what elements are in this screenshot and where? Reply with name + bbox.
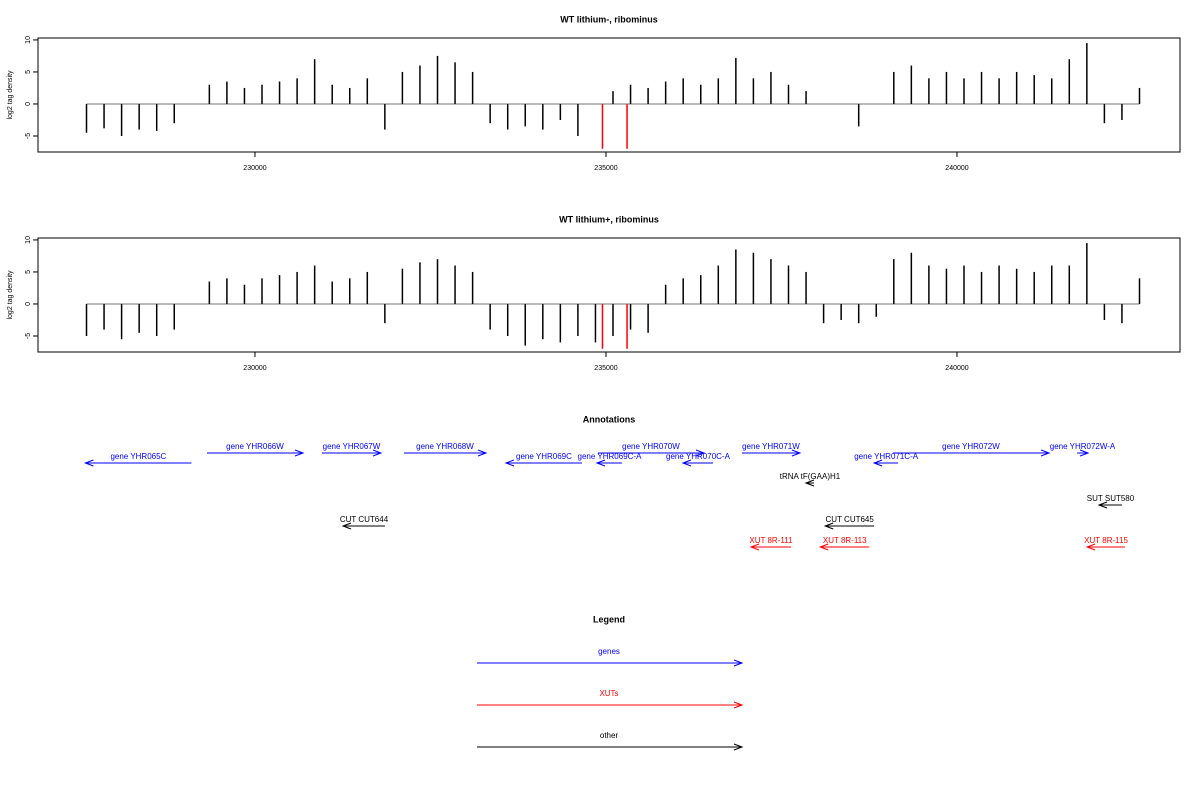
feature-label: gene YHR071W	[742, 442, 800, 451]
annotations-title: Annotations	[583, 414, 636, 424]
feature-arrow-head	[791, 449, 802, 457]
feature-label: XUT 8R-115	[1084, 536, 1128, 545]
y-axis-label: log2 tag density	[7, 270, 14, 320]
feature-arrow-head	[372, 449, 383, 457]
plot-frame	[37, 37, 1181, 153]
y-tick-label: 0	[25, 302, 32, 306]
feature-label: gene YHR070C-A	[666, 452, 731, 461]
feature-label: gene YHR071C-A	[854, 452, 919, 461]
legend-label: genes	[598, 647, 620, 656]
feature-arrow-head	[1079, 449, 1090, 457]
feature-label: gene YHR072W	[942, 442, 1000, 451]
feature-label: SUT SUT580	[1087, 494, 1135, 503]
feature-label: gene YHR070W	[622, 442, 680, 451]
feature-label: CUT CUT645	[826, 515, 875, 524]
feature-label: gene YHR069C	[516, 452, 572, 461]
feature-arrow-head	[749, 543, 760, 551]
legend-arrow-head	[733, 701, 744, 709]
feature-arrow-head	[804, 479, 815, 487]
feature-arrow-head	[595, 459, 606, 467]
feature-label: gene YHR065C	[110, 452, 166, 461]
feature-arrow-head	[823, 522, 834, 530]
feature-arrow-head	[681, 459, 692, 467]
plot-frame	[37, 237, 1181, 353]
feature-arrow-head	[818, 543, 829, 551]
feature-arrow-head	[477, 449, 488, 457]
feature-arrow-head	[341, 522, 352, 530]
x-tick-label: 230000	[243, 165, 266, 172]
feature-arrow-head	[504, 459, 515, 467]
legend-title: Legend	[593, 614, 625, 624]
feature-arrow-head	[1040, 449, 1051, 457]
panel-title: WT lithium-, ribominus	[560, 14, 658, 24]
feature-label: XUT 8R-113	[823, 536, 867, 545]
y-tick-label: 5	[25, 270, 32, 274]
feature-label: gene YHR068W	[416, 442, 474, 451]
y-tick-label: -5	[25, 333, 32, 339]
x-tick-label: 235000	[594, 165, 617, 172]
panel-title: WT lithium+, ribominus	[559, 214, 659, 224]
feature-arrow-head	[83, 459, 94, 467]
y-tick-label: 10	[25, 236, 32, 244]
x-tick-label: 240000	[945, 165, 968, 172]
y-tick-label: -5	[25, 133, 32, 139]
feature-label: XUT 8R-111	[749, 536, 793, 545]
y-tick-label: 5	[25, 70, 32, 74]
x-tick-label: 235000	[594, 365, 617, 372]
feature-label: gene YHR067W	[323, 442, 381, 451]
feature-arrow-head	[872, 459, 883, 467]
feature-label: gene YHR072W-A	[1050, 442, 1116, 451]
feature-arrow-head	[695, 449, 706, 457]
feature-arrow-head	[1085, 543, 1096, 551]
y-axis-label: log2 tag density	[7, 70, 14, 120]
feature-arrow-head	[294, 449, 305, 457]
x-tick-label: 240000	[945, 365, 968, 372]
legend-arrow-head	[733, 743, 744, 751]
legend-label: other	[600, 731, 619, 740]
feature-label: tRNA tF(GAA)H1	[780, 472, 841, 481]
feature-label: CUT CUT644	[340, 515, 389, 524]
feature-label: gene YHR069C-A	[578, 452, 643, 461]
feature-label: gene YHR066W	[226, 442, 284, 451]
legend-label: XUTs	[599, 689, 618, 698]
legend-arrow-head	[733, 659, 744, 667]
x-tick-label: 230000	[243, 365, 266, 372]
y-tick-label: 0	[25, 102, 32, 106]
feature-arrow-head	[1097, 501, 1108, 509]
y-tick-label: 10	[25, 36, 32, 44]
